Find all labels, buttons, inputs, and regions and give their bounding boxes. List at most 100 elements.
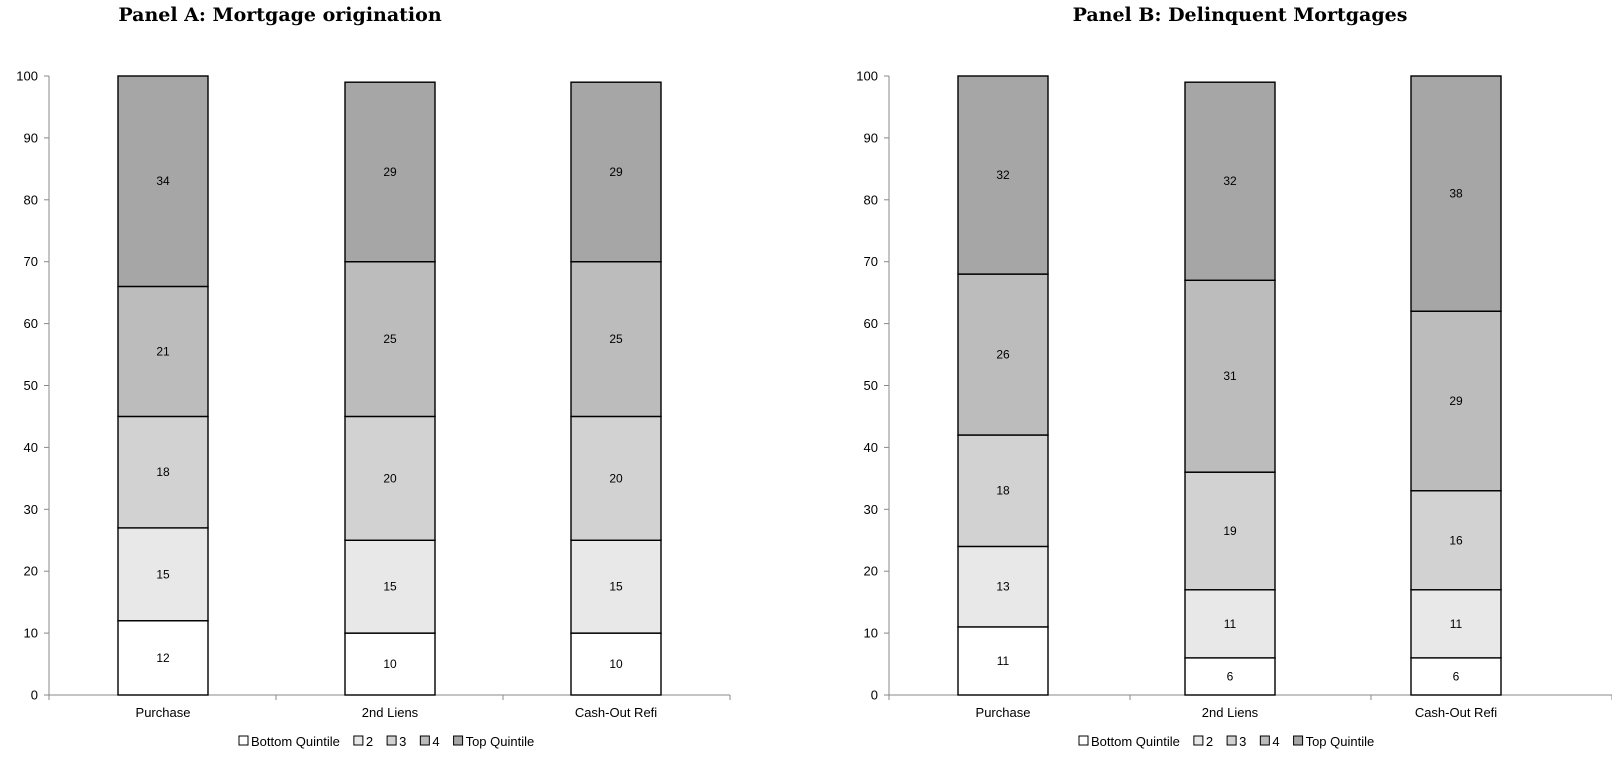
data-label: 13 <box>996 580 1010 594</box>
legend-label: Bottom Quintile <box>251 734 340 749</box>
data-label: 6 <box>1453 669 1460 683</box>
y-tick-label: 80 <box>24 192 38 207</box>
y-tick-label: 40 <box>864 440 878 455</box>
legend-swatch <box>386 735 397 746</box>
bar-segment-2nd-liens-2 <box>344 539 436 634</box>
y-tick-label: 40 <box>24 440 38 455</box>
y-tick-label: 90 <box>864 130 878 145</box>
panel-a: Panel A: Mortgage origination 0 10 20 30 40 5… <box>16 4 731 749</box>
x-category-label: Cash-Out Refi <box>1415 705 1497 720</box>
data-label: 21 <box>156 344 170 358</box>
legend-swatch <box>453 735 464 746</box>
bar-segment-purchase-3 <box>957 434 1049 548</box>
y-tick-label: 70 <box>864 254 878 269</box>
legend-label: Bottom Quintile <box>1091 734 1180 749</box>
legend-label: 4 <box>1272 734 1279 749</box>
bar-segment-purchase-4 <box>117 285 209 418</box>
bar-segment-2nd-liens-4 <box>1184 279 1276 473</box>
legend-swatch <box>1293 735 1304 746</box>
data-label: 19 <box>1223 524 1237 538</box>
bar-segment-2nd-liens-top-quintile <box>1184 81 1276 281</box>
y-tick-label: 100 <box>16 69 38 84</box>
legend-label: 4 <box>432 734 439 749</box>
data-label: 32 <box>996 168 1010 182</box>
data-label: 15 <box>156 567 170 581</box>
y-tick-label: 100 <box>856 69 878 84</box>
bar-segment-2nd-liens-bottom-quintile <box>344 632 436 696</box>
y-tick-label: 10 <box>864 626 878 641</box>
panel-a-chart: 01020304050607080901001215182134Purchase… <box>16 69 731 749</box>
bar-segment-cash-out-refi-3 <box>1410 490 1502 591</box>
data-label: 29 <box>383 165 397 179</box>
panel-b: Panel B: Delinquent Mortgages 0 10 20 30 40 5… <box>856 0 1612 779</box>
data-label: 10 <box>609 657 623 671</box>
data-label: 38 <box>1449 187 1463 201</box>
bar-segment-purchase-3 <box>117 415 209 529</box>
bar-segment-2nd-liens-2 <box>1184 589 1276 659</box>
data-label: 34 <box>156 174 170 188</box>
data-label: 25 <box>609 332 623 346</box>
data-label: 18 <box>996 484 1010 498</box>
data-label: 32 <box>1223 174 1237 188</box>
data-label: 16 <box>1449 533 1463 547</box>
data-label: 11 <box>997 654 1010 668</box>
bar-segment-2nd-liens-4 <box>344 261 436 418</box>
bar-segment-cash-out-refi-4 <box>570 261 662 418</box>
data-label: 15 <box>609 580 623 594</box>
legend-swatch <box>1193 735 1204 746</box>
panel-a-title: Panel A: Mortgage origination <box>118 4 442 26</box>
bar-segment-purchase-top-quintile <box>117 75 209 288</box>
x-category-label: Purchase <box>136 705 191 720</box>
x-category-label: 2nd Liens <box>362 705 419 720</box>
data-label: 10 <box>383 657 397 671</box>
y-tick-label: 10 <box>24 626 38 641</box>
data-label: 15 <box>383 580 397 594</box>
data-label: 11 <box>1224 617 1237 631</box>
y-tick-label: 20 <box>864 564 878 579</box>
y-tick-label: 90 <box>24 130 38 145</box>
x-category-label: 2nd Liens <box>1202 705 1259 720</box>
bar-segment-2nd-liens-3 <box>344 415 436 541</box>
legend-label: 2 <box>1206 734 1213 749</box>
y-tick-label: 30 <box>24 502 38 517</box>
y-tick-label: 20 <box>24 564 38 579</box>
y-tick-label: 50 <box>24 378 38 393</box>
panel-b-title: Panel B: Delinquent Mortgages <box>1072 4 1408 26</box>
data-label: 29 <box>1449 394 1463 408</box>
bar-segment-purchase-bottom-quintile <box>957 626 1049 696</box>
data-label: 12 <box>156 651 170 665</box>
legend-swatch <box>419 735 430 746</box>
legend: Bottom Quintile 2 3 4 Top Quintile <box>1078 734 1375 749</box>
bar-segment-2nd-liens-top-quintile <box>344 81 436 263</box>
data-label: 6 <box>1227 669 1234 683</box>
legend-label: 3 <box>399 734 406 749</box>
data-label: 20 <box>609 471 623 485</box>
legend-swatch <box>238 735 249 746</box>
y-tick-label: 30 <box>864 502 878 517</box>
y-tick-label: 0 <box>31 688 38 703</box>
y-tick-label: 0 <box>871 688 878 703</box>
legend-swatch <box>1259 735 1270 746</box>
data-label: 11 <box>1450 617 1463 631</box>
legend-swatch <box>1226 735 1237 746</box>
legend-swatch <box>353 735 364 746</box>
y-tick-label: 50 <box>864 378 878 393</box>
legend-label: 2 <box>366 734 373 749</box>
legend: Bottom Quintile 2 3 4 Top Quintile <box>238 734 534 749</box>
y-tick-label: 70 <box>24 254 38 269</box>
y-tick-label: 80 <box>864 192 878 207</box>
data-label: 20 <box>383 471 397 485</box>
data-label: 29 <box>609 165 623 179</box>
x-category-label: Purchase <box>976 705 1031 720</box>
data-label: 26 <box>996 348 1010 362</box>
data-label: 25 <box>383 332 397 346</box>
data-label: 18 <box>156 465 170 479</box>
legend-label: Top Quintile <box>1306 734 1375 749</box>
data-label: 31 <box>1223 369 1237 383</box>
panel-b-chart: 01020304050607080901001113182632Purchase… <box>856 69 1612 749</box>
bar-segment-purchase-4 <box>957 273 1049 436</box>
bar-segment-cash-out-refi-top-quintile <box>570 81 662 263</box>
bar-segment-purchase-2 <box>117 527 209 622</box>
x-category-label: Cash-Out Refi <box>575 705 657 720</box>
y-tick-label: 60 <box>24 316 38 331</box>
